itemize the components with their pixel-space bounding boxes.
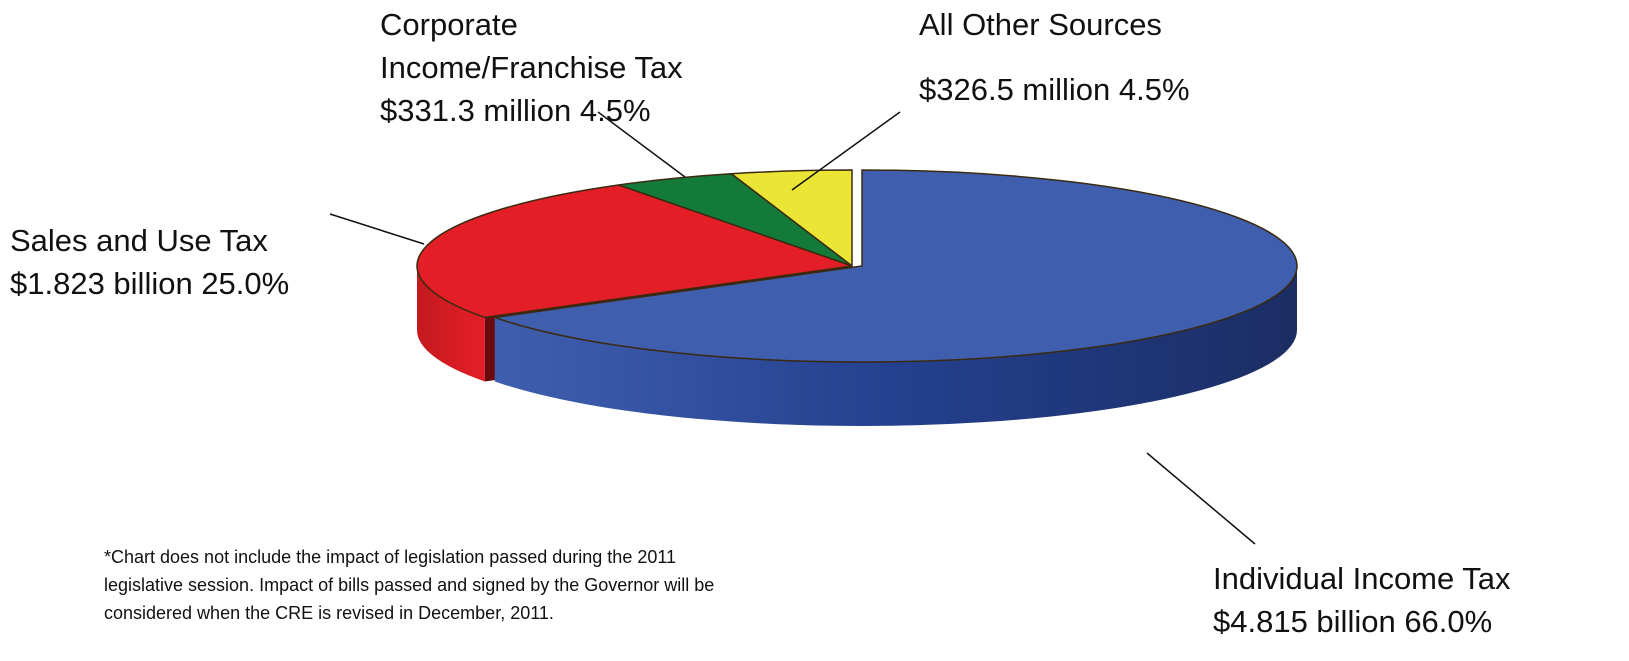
individual-income-tax-slice-side (494, 266, 1297, 426)
other-sources-label: All Other Sources $326.5 million 4.5% (919, 3, 1190, 111)
chart-footnote: *Chart does not include the impact of le… (104, 543, 924, 627)
other-label-spacer (919, 46, 1190, 68)
sales-leader-line (329, 213, 425, 245)
corporate-tax-label: Corporate Income/Franchise Tax $331.3 mi… (380, 3, 683, 132)
individual-income-tax-slice-top (494, 169, 1298, 363)
footnote-line3: considered when the CRE is revised in De… (104, 603, 554, 623)
sales-label-line1: Sales and Use Tax (10, 223, 268, 258)
footnote-line1: *Chart does not include the impact of le… (104, 547, 677, 567)
sales-tax-label: Sales and Use Tax $1.823 billion 25.0% (10, 219, 289, 305)
individual-income-tax-label: Individual Income Tax $4.815 billion 66.… (1213, 557, 1511, 643)
footnote-line2: legislative session. Impact of bills pas… (104, 575, 715, 595)
individual-income-tax-slice (494, 169, 1298, 426)
sales-use-tax-slice-side (417, 266, 485, 382)
corporate-label-value: $331.3 million 4.5% (380, 93, 651, 128)
individual-label-value: $4.815 billion 66.0% (1213, 604, 1493, 639)
other-label-line1: All Other Sources (919, 7, 1162, 42)
other-label-value: $326.5 million 4.5% (919, 72, 1190, 107)
sales-label-value: $1.823 billion 25.0% (10, 266, 290, 301)
sales-use-tax-slice-top (416, 184, 853, 319)
corporate-label-line2: Income/Franchise Tax (380, 50, 683, 85)
other-leader-line (791, 111, 901, 191)
corporate-label-line1: Corporate (380, 7, 518, 42)
individual-leader-line (1146, 452, 1256, 545)
corporate-leader-line (597, 111, 686, 178)
individual-label-line1: Individual Income Tax (1213, 561, 1511, 596)
